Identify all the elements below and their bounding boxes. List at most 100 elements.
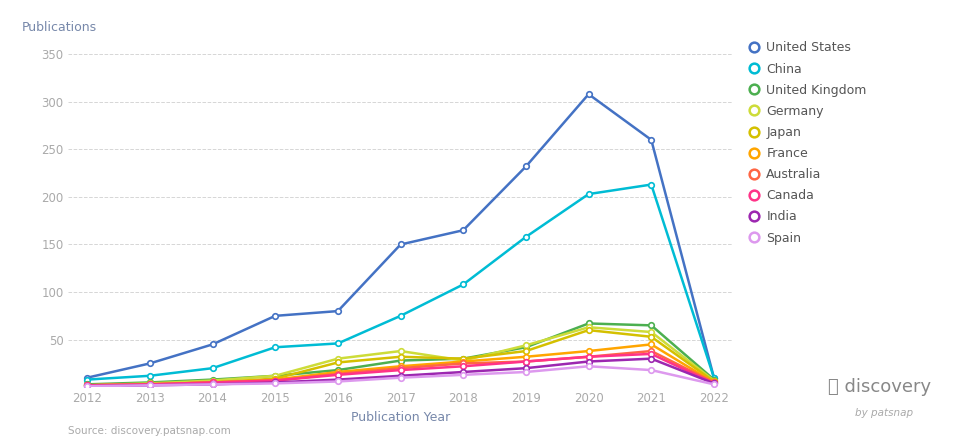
Line: Japan: Japan: [84, 327, 717, 388]
Australia: [81, 383, 93, 388]
France: [646, 342, 658, 347]
Germany: [457, 358, 469, 363]
China: [582, 191, 594, 197]
Germany: [520, 343, 531, 348]
United States: [395, 242, 406, 247]
India: [395, 373, 406, 378]
Germany: [332, 356, 344, 361]
United Kingdom: [457, 356, 469, 361]
Spain: [144, 383, 155, 388]
Germany: [582, 325, 594, 330]
Canada: [270, 378, 281, 383]
France: [582, 348, 594, 354]
United States: [646, 137, 658, 143]
China: [81, 377, 93, 382]
Japan: [457, 356, 469, 361]
France: [520, 354, 531, 359]
Line: Germany: Germany: [84, 324, 717, 388]
Canada: [207, 380, 219, 385]
Australia: [395, 366, 406, 371]
United Kingdom: [520, 345, 531, 350]
Line: United Kingdom: United Kingdom: [84, 321, 717, 387]
Australia: [144, 382, 155, 387]
Australia: [332, 371, 344, 377]
China: [457, 282, 469, 287]
Germany: [708, 378, 720, 383]
Text: by patsnap: by patsnap: [855, 408, 913, 418]
China: [207, 366, 219, 371]
China: [646, 182, 658, 187]
Spain: [270, 381, 281, 386]
Spain: [81, 384, 93, 389]
Japan: [332, 360, 344, 365]
China: [520, 234, 531, 239]
France: [457, 359, 469, 364]
Australia: [520, 359, 531, 364]
France: [395, 363, 406, 369]
Line: Australia: Australia: [84, 348, 717, 388]
United States: [520, 164, 531, 169]
Japan: [520, 348, 531, 354]
X-axis label: Publication Year: Publication Year: [351, 411, 450, 424]
India: [520, 366, 531, 371]
United States: [582, 92, 594, 97]
United States: [144, 361, 155, 366]
Japan: [582, 327, 594, 333]
United Kingdom: [395, 358, 406, 363]
Germany: [646, 330, 658, 335]
Australia: [708, 380, 720, 385]
Australia: [646, 348, 658, 354]
China: [395, 313, 406, 319]
France: [332, 369, 344, 374]
Spain: [646, 367, 658, 373]
United States: [708, 375, 720, 380]
United Kingdom: [270, 373, 281, 378]
Japan: [207, 380, 219, 385]
France: [270, 377, 281, 382]
Line: Spain: Spain: [84, 363, 717, 389]
France: [144, 382, 155, 387]
India: [457, 369, 469, 374]
Canada: [395, 367, 406, 373]
Germany: [207, 378, 219, 383]
Canada: [582, 354, 594, 359]
India: [582, 359, 594, 364]
Australia: [582, 354, 594, 359]
China: [144, 373, 155, 378]
Canada: [81, 383, 93, 388]
Spain: [520, 369, 531, 374]
Spain: [395, 375, 406, 380]
China: [708, 375, 720, 380]
United States: [270, 313, 281, 319]
India: [646, 356, 658, 361]
Line: Canada: Canada: [84, 351, 717, 388]
United Kingdom: [708, 377, 720, 382]
China: [270, 345, 281, 350]
India: [270, 380, 281, 385]
Text: ⼌ discovery: ⼌ discovery: [828, 378, 931, 396]
Canada: [457, 363, 469, 369]
France: [81, 383, 93, 388]
Spain: [708, 382, 720, 387]
Japan: [270, 376, 281, 381]
Germany: [270, 373, 281, 378]
Spain: [457, 372, 469, 378]
Spain: [332, 379, 344, 384]
United Kingdom: [582, 321, 594, 326]
United Kingdom: [207, 377, 219, 382]
Line: China: China: [84, 182, 717, 382]
Australia: [207, 380, 219, 385]
India: [144, 383, 155, 388]
United States: [332, 308, 344, 314]
Canada: [520, 359, 531, 364]
United States: [207, 342, 219, 347]
Line: United States: United States: [84, 92, 717, 381]
Canada: [708, 381, 720, 386]
India: [708, 381, 720, 386]
Spain: [207, 382, 219, 387]
India: [81, 384, 93, 389]
France: [708, 380, 720, 385]
Line: India: India: [84, 356, 717, 389]
Line: France: France: [84, 341, 717, 388]
Germany: [144, 381, 155, 386]
